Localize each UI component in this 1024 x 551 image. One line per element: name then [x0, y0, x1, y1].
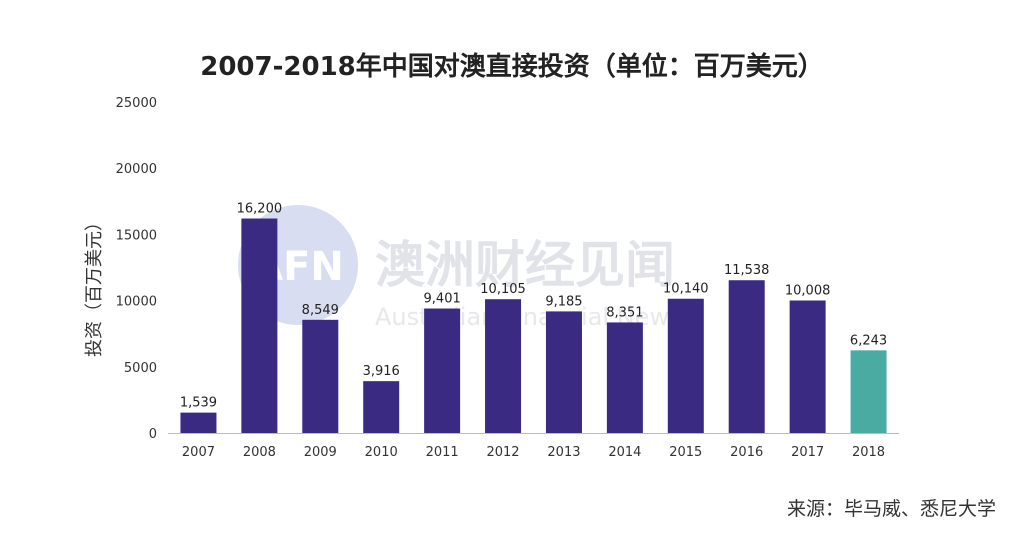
- bar: [789, 300, 826, 433]
- source-note: 来源：毕马威、悉尼大学: [786, 498, 996, 520]
- x-tick-label: 2010: [365, 445, 398, 460]
- x-tick-label: 2008: [243, 445, 276, 460]
- bar: [241, 218, 278, 433]
- x-tick-label: 2009: [304, 445, 337, 460]
- bar: [850, 350, 887, 433]
- data-label: 6,243: [850, 333, 887, 348]
- data-label: 8,351: [606, 305, 643, 320]
- bar: [728, 280, 765, 433]
- x-tick-label: 2015: [669, 445, 702, 460]
- y-tick-label: 5000: [124, 361, 157, 376]
- watermark-text: 澳洲财经见闻: [375, 236, 675, 294]
- data-label: 3,916: [363, 364, 400, 379]
- x-tick-label: 2011: [426, 445, 459, 460]
- bar: [485, 299, 522, 433]
- y-tick-label: 0: [149, 427, 157, 442]
- bar: [606, 322, 643, 433]
- x-tick-label: 2007: [182, 445, 215, 460]
- bar: [424, 308, 461, 433]
- x-tick-label: 2012: [486, 445, 519, 460]
- y-axis: 0 5000 10000 15000 20000 25000: [116, 96, 157, 442]
- y-tick-label: 20000: [116, 162, 157, 177]
- data-label: 16,200: [237, 202, 283, 217]
- data-label: 8,549: [302, 303, 339, 318]
- x-tick-label: 2018: [852, 445, 885, 460]
- bar: [545, 311, 582, 433]
- data-label: 1,539: [180, 396, 217, 411]
- data-label: 10,140: [663, 282, 709, 297]
- chart-title: 2007-2018年中国对澳直接投资（单位：百万美元）: [200, 52, 824, 82]
- bar: [180, 412, 217, 433]
- data-label: 10,105: [480, 282, 526, 297]
- bars: 1,539 16,200 8,549 3,916 9,401 10,105 9,185 8,3…: [180, 202, 887, 433]
- x-tick-label: 2013: [547, 445, 580, 460]
- x-tick-label: 2017: [791, 445, 824, 460]
- data-label: 9,401: [424, 292, 461, 307]
- bar: [363, 381, 400, 433]
- data-label: 9,185: [545, 294, 582, 309]
- bar: [302, 319, 339, 433]
- y-axis-title: 投资（百万美元）: [84, 213, 105, 357]
- y-tick-label: 25000: [116, 96, 157, 111]
- x-tick-label: 2014: [608, 445, 641, 460]
- data-label: 11,538: [724, 263, 770, 278]
- data-label: 10,008: [785, 283, 831, 298]
- x-axis: 2007 2008 2009 2010 2011 2012 2013 2014 2015 2016…: [182, 445, 885, 460]
- bar: [667, 298, 704, 433]
- y-tick-label: 15000: [116, 228, 157, 243]
- y-tick-label: 10000: [116, 295, 157, 310]
- x-tick-label: 2016: [730, 445, 763, 460]
